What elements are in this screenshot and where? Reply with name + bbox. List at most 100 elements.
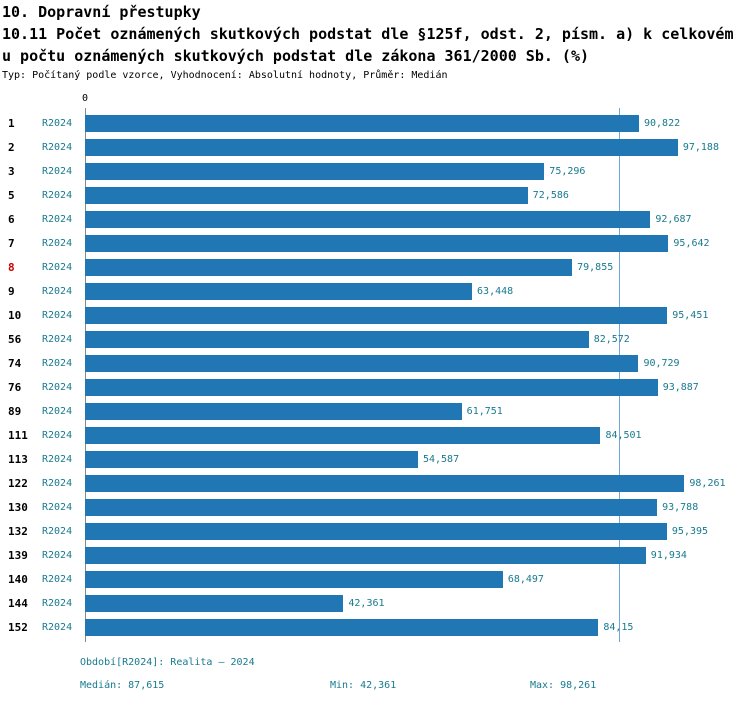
- row-category-label: 111: [8, 429, 28, 442]
- value-bar: [85, 211, 651, 228]
- median-line: [619, 108, 621, 642]
- row-plot: 90,822: [85, 112, 695, 136]
- row-series-label: R2024: [42, 262, 73, 273]
- row-series-label: R2024: [42, 430, 73, 441]
- row-category-label: 140: [8, 573, 28, 586]
- value-bar: [85, 259, 573, 276]
- chart-row: 139 R2024 91,934: [0, 544, 750, 568]
- row-series-label: R2024: [42, 574, 73, 585]
- row-series-label: R2024: [42, 310, 73, 321]
- chart-row: 89 R2024 61,751: [0, 400, 750, 424]
- value-bar: [85, 187, 528, 204]
- chart-row: 8 R2024 79,855: [0, 256, 750, 280]
- row-series-label: R2024: [42, 502, 73, 513]
- row-category-label: 113: [8, 453, 28, 466]
- bar-value-label: 90,822: [644, 118, 681, 129]
- value-bar: [85, 451, 418, 468]
- footer-max: Max: 98,261: [530, 680, 597, 691]
- row-plot: 95,642: [85, 232, 710, 256]
- chart-row: 132 R2024 95,395: [0, 520, 750, 544]
- value-bar: [85, 379, 658, 396]
- row-category-label: 139: [8, 549, 28, 562]
- row-plot: 68,497: [85, 568, 695, 592]
- row-category-label: 2: [8, 141, 15, 154]
- value-bar: [85, 547, 646, 564]
- chart-title-line-1: 10.11 Počet oznámených skutkových podsta…: [2, 25, 734, 43]
- row-plot: 98,261: [85, 472, 726, 496]
- row-series-label: R2024: [42, 334, 73, 345]
- row-plot: 63,448: [85, 280, 695, 304]
- chart-row: 152 R2024 84,15: [0, 616, 750, 640]
- bar-value-label: 42,361: [348, 598, 385, 609]
- chart-row: 9 R2024 63,448: [0, 280, 750, 304]
- value-bar: [85, 331, 589, 348]
- row-series-label: R2024: [42, 238, 73, 249]
- row-plot: 97,188: [85, 136, 719, 160]
- bar-chart: 1 R2024 90,822 2 R2024 97,188 3 R2024 75,296 5 R20…: [0, 112, 750, 640]
- chart-row: 6 R2024 92,687: [0, 208, 750, 232]
- chart-row: 122 R2024 98,261: [0, 472, 750, 496]
- row-category-label: 9: [8, 285, 15, 298]
- row-series-label: R2024: [42, 478, 73, 489]
- row-category-label: 132: [8, 525, 28, 538]
- row-plot: 92,687: [85, 208, 695, 232]
- bar-value-label: 90,729: [643, 358, 680, 369]
- row-plot: 84,501: [85, 424, 695, 448]
- chart-row: 144 R2024 42,361: [0, 592, 750, 616]
- axis-zero-label: 0: [81, 93, 89, 104]
- chart-meta: Typ: Počítaný podle vzorce, Vyhodnocení:…: [2, 70, 448, 81]
- chart-row: 3 R2024 75,296: [0, 160, 750, 184]
- chart-title-line-2: u počtu oznámených skutkových podstat dl…: [2, 47, 589, 65]
- row-series-label: R2024: [42, 166, 73, 177]
- row-plot: 95,395: [85, 520, 708, 544]
- value-bar: [85, 163, 545, 180]
- bar-value-label: 75,296: [549, 166, 586, 177]
- chart-row: 140 R2024 68,497: [0, 568, 750, 592]
- bar-value-label: 97,188: [682, 142, 719, 153]
- row-category-label: 74: [8, 357, 22, 370]
- row-series-label: R2024: [42, 406, 73, 417]
- bar-value-label: 91,934: [650, 550, 687, 561]
- value-bar: [85, 139, 678, 156]
- bar-value-label: 95,395: [671, 526, 709, 537]
- chart-row: 7 R2024 95,642: [0, 232, 750, 256]
- row-plot: 95,451: [85, 304, 708, 328]
- row-series-label: R2024: [42, 382, 73, 393]
- chart-row: 130 R2024 93,788: [0, 496, 750, 520]
- value-bar: [85, 499, 658, 516]
- value-bar: [85, 595, 344, 612]
- value-bar: [85, 403, 462, 420]
- chart-row: 74 R2024 90,729: [0, 352, 750, 376]
- footer-median: Medián: 87,615: [80, 680, 165, 691]
- chart-row: 56 R2024 82,572: [0, 328, 750, 352]
- value-bar: [85, 619, 599, 636]
- value-bar: [85, 307, 668, 324]
- row-category-label: 130: [8, 501, 28, 514]
- row-plot: 79,855: [85, 256, 695, 280]
- row-category-label: 76: [8, 381, 22, 394]
- value-bar: [85, 475, 685, 492]
- bar-value-label: 84,15: [603, 622, 634, 633]
- row-series-label: R2024: [42, 358, 73, 369]
- row-series-label: R2024: [42, 118, 73, 129]
- bar-value-label: 95,451: [672, 310, 709, 321]
- chart-row: 10 R2024 95,451: [0, 304, 750, 328]
- row-plot: 84,15: [85, 616, 695, 640]
- row-category-label: 10: [8, 309, 22, 322]
- bar-value-label: 63,448: [477, 286, 514, 297]
- bar-value-label: 79,855: [577, 262, 614, 273]
- row-category-label: 5: [8, 189, 15, 202]
- row-category-label: 56: [8, 333, 22, 346]
- row-category-label: 6: [8, 213, 15, 226]
- bar-value-label: 84,501: [605, 430, 642, 441]
- row-category-label: 8: [8, 261, 15, 274]
- value-bar: [85, 235, 669, 252]
- row-plot: 72,586: [85, 184, 695, 208]
- row-series-label: R2024: [42, 598, 73, 609]
- y-axis-line: [85, 108, 86, 642]
- row-series-label: R2024: [42, 214, 73, 225]
- row-series-label: R2024: [42, 190, 73, 201]
- row-series-label: R2024: [42, 454, 73, 465]
- row-plot: 42,361: [85, 592, 695, 616]
- bar-value-label: 61,751: [466, 406, 503, 417]
